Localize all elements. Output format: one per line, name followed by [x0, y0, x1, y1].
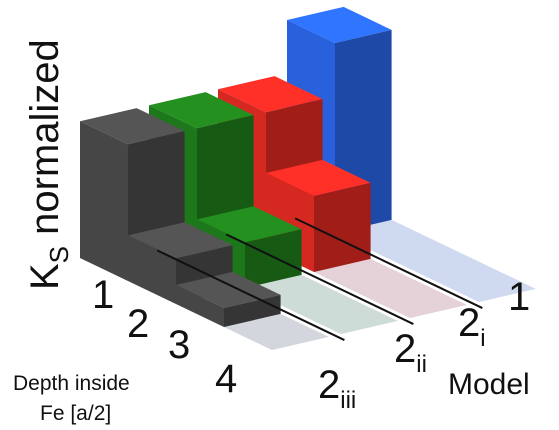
floor-cell-1-3: [383, 242, 488, 279]
depth-axis-label-line1: Depth inside: [13, 372, 130, 395]
row-separator-line: [294, 217, 483, 309]
bar-2ii-depth-2-top: [197, 206, 302, 243]
model-tick-2i: 2i: [458, 301, 486, 352]
bar-1-depth-1-top: [287, 6, 392, 43]
depth-tick-2: 2: [127, 302, 149, 346]
chart-separator-lines: [156, 217, 483, 341]
floor-cell-2i-4: [362, 281, 467, 318]
floor-cell-1-4: [431, 265, 536, 302]
floor-cell-2ii-3: [245, 274, 350, 311]
bar-2ii-depth-1-top: [149, 92, 254, 129]
model-axis-label: Model: [448, 368, 530, 401]
floor-cell-2ii-4: [293, 297, 398, 334]
depth-axis-label-line2: Fe [a/2]: [40, 402, 111, 425]
depth-tick-4: 4: [215, 357, 237, 401]
bar-2iii-depth-2-front: [128, 235, 176, 304]
floor-cell-2iii-4: [224, 313, 329, 350]
bar-2iii-depth-2-top: [128, 222, 233, 259]
bar-2ii-depth-2-side: [245, 229, 302, 288]
bar-2i-depth-2-side: [314, 182, 371, 272]
model-tick-1: 1: [508, 275, 530, 319]
depth-tick-1: 1: [92, 273, 114, 317]
model-tick-2ii: 2ii: [394, 327, 427, 378]
bar-2iii-depth-1-front: [80, 121, 128, 281]
floor-cell-2i-3: [314, 258, 419, 295]
bar-2iii-depth-3-top: [176, 271, 281, 308]
chart-bars: [80, 6, 392, 327]
bar-2i-depth-1-top: [218, 76, 323, 113]
row-separator-line: [156, 249, 345, 341]
depth-tick-3: 3: [168, 323, 190, 367]
z-axis-label: KS normalized: [23, 39, 74, 290]
bar-2i-depth-2-top: [266, 159, 371, 196]
row-separator-line: [225, 233, 414, 325]
bar-2iii-depth-1-top: [80, 108, 185, 145]
bar-2iii-depth-3-front: [176, 285, 224, 327]
model-tick-2iii: 2iii: [318, 363, 356, 414]
